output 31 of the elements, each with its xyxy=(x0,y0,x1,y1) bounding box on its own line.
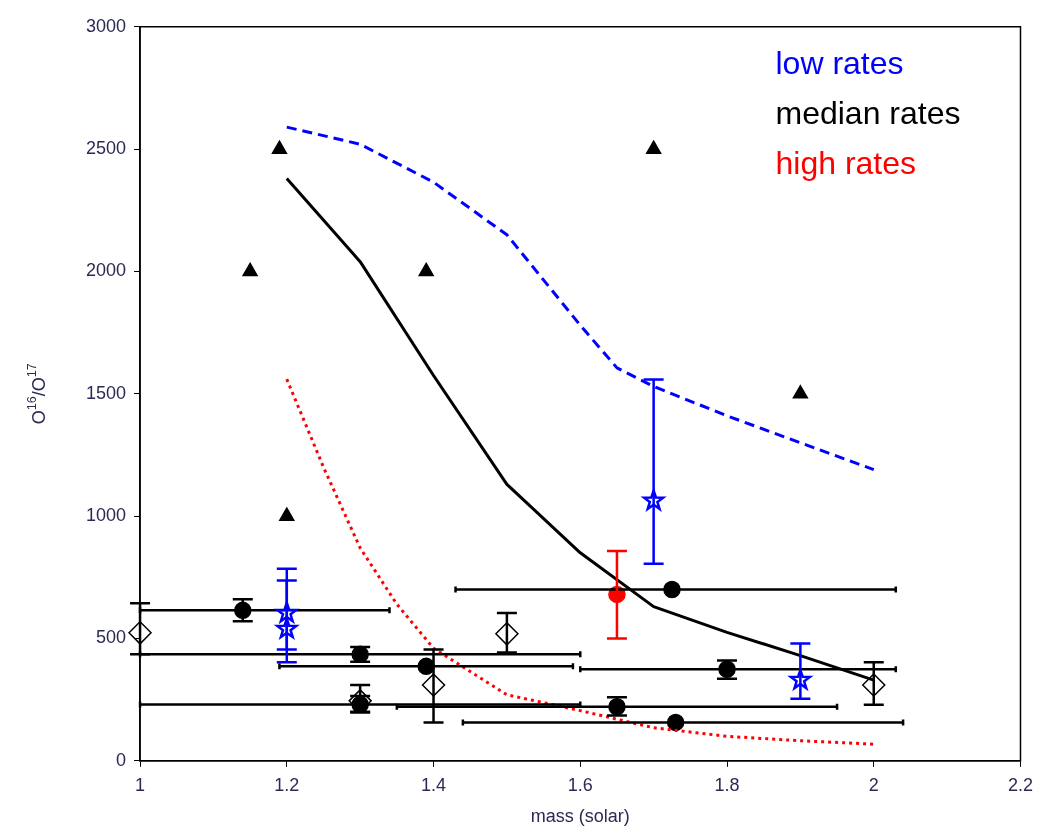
point xyxy=(862,673,886,697)
x-tick-label: 1 xyxy=(135,774,146,795)
y-axis-title: O16/O17 xyxy=(25,363,50,425)
point xyxy=(495,622,519,646)
x-tick-label: 1.6 xyxy=(567,774,593,795)
x-tick-label: 2 xyxy=(868,774,879,795)
y-tick-label: 500 xyxy=(96,627,127,648)
point xyxy=(242,262,258,277)
y-tick-label: 1000 xyxy=(86,505,127,526)
point xyxy=(421,673,446,697)
point xyxy=(128,621,152,645)
y-tick-label: 2500 xyxy=(86,138,127,159)
text: median rates xyxy=(775,94,961,131)
y-tick-label: 3000 xyxy=(86,15,127,36)
x-tick-label: 2.2 xyxy=(1007,774,1033,795)
y-tick-label: 0 xyxy=(116,749,127,770)
text: low rates xyxy=(775,44,904,81)
point xyxy=(645,140,662,154)
line-series xyxy=(285,377,876,746)
point xyxy=(271,140,288,154)
y-tick-label: 2000 xyxy=(86,260,127,281)
x-axis-title: mass (solar) xyxy=(530,806,630,827)
point xyxy=(418,262,434,277)
point xyxy=(792,385,809,399)
x-tick-label: 1.2 xyxy=(274,774,300,795)
point xyxy=(279,507,295,521)
x-tick-label: 1.4 xyxy=(421,774,447,795)
y-tick-label: 1500 xyxy=(86,382,127,403)
text: high rates xyxy=(775,144,917,181)
x-tick-label: 1.8 xyxy=(714,774,740,795)
point xyxy=(640,489,667,512)
